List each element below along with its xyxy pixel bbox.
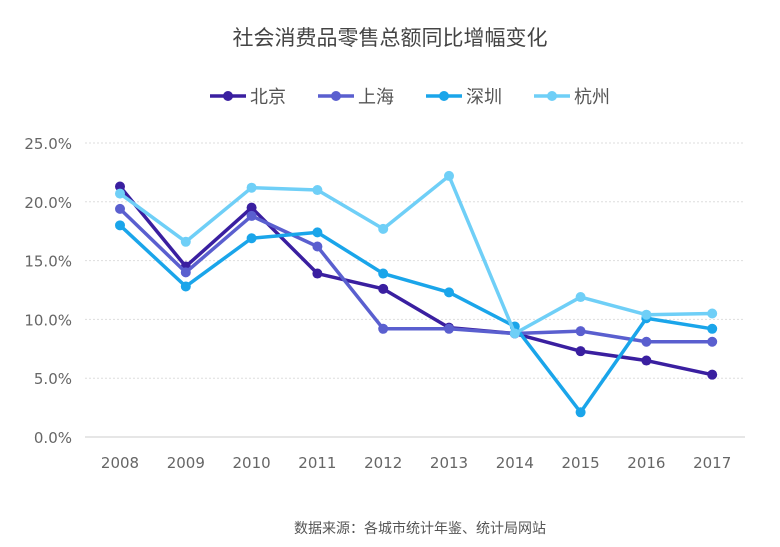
data-point xyxy=(575,292,586,303)
data-point xyxy=(707,308,718,319)
legend-item: 杭州 xyxy=(534,87,610,108)
x-tick-label: 2008 xyxy=(101,454,139,472)
data-point xyxy=(115,203,125,214)
data-point xyxy=(575,407,586,418)
x-tick-label: 2010 xyxy=(233,454,271,472)
data-point xyxy=(641,336,652,347)
y-axis: 0.0% 5.0% 10.0% 15.0% 20.0% 25.0% xyxy=(24,135,72,447)
series-北京 xyxy=(115,181,718,380)
data-point xyxy=(246,233,257,244)
x-tick-label: 2009 xyxy=(167,454,205,472)
x-tick-label: 2011 xyxy=(298,454,336,472)
legend-item: 北京 xyxy=(210,87,286,108)
x-tick-label: 2013 xyxy=(430,454,468,472)
data-point xyxy=(115,220,125,231)
data-point xyxy=(378,283,389,294)
series-line xyxy=(118,207,713,344)
series-group xyxy=(115,170,718,418)
series-上海 xyxy=(115,203,718,347)
x-tick-label: 2015 xyxy=(562,454,600,472)
y-tick-label: 10.0% xyxy=(24,311,72,329)
legend-label: 深圳 xyxy=(466,87,502,108)
data-point xyxy=(444,287,454,298)
source-note: 数据来源：各城市统计年鉴、统计局网站 xyxy=(294,520,546,537)
legend: 北京 上海 深圳 杭州 xyxy=(210,87,610,108)
data-point xyxy=(115,181,125,192)
data-point xyxy=(641,309,652,320)
legend-marker xyxy=(439,91,449,101)
y-tick-label: 20.0% xyxy=(24,194,72,212)
x-tick-label: 2014 xyxy=(496,454,534,472)
data-point xyxy=(378,268,389,279)
data-point xyxy=(246,182,257,193)
data-point xyxy=(575,326,586,337)
y-tick-label: 0.0% xyxy=(34,429,72,447)
legend-item: 深圳 xyxy=(426,87,502,108)
data-point xyxy=(246,210,257,221)
data-point xyxy=(312,185,323,196)
data-point xyxy=(312,241,323,252)
data-point xyxy=(707,323,718,334)
data-point xyxy=(312,268,323,279)
series-line xyxy=(118,185,713,377)
legend-item: 上海 xyxy=(318,87,394,108)
legend-marker xyxy=(223,91,233,101)
legend-label: 上海 xyxy=(358,87,394,108)
x-tick-label: 2012 xyxy=(364,454,402,472)
data-point xyxy=(641,355,652,366)
legend-marker xyxy=(547,91,557,101)
y-tick-label: 15.0% xyxy=(24,253,72,271)
data-point xyxy=(444,323,454,334)
data-point xyxy=(312,227,323,238)
data-point xyxy=(180,236,191,247)
data-point xyxy=(707,369,718,380)
x-axis: 2008 2009 2010 2011 2012 2013 2014 2015 2016 2017 xyxy=(101,454,731,472)
data-point xyxy=(246,202,257,213)
series-杭州 xyxy=(115,170,718,339)
data-point xyxy=(509,328,520,339)
data-point xyxy=(444,170,454,181)
y-tick-label: 25.0% xyxy=(24,135,72,153)
legend-label: 杭州 xyxy=(574,87,610,108)
legend-label: 北京 xyxy=(250,87,286,108)
series-line xyxy=(118,174,713,336)
x-tick-label: 2017 xyxy=(693,454,731,472)
x-tick-label: 2016 xyxy=(627,454,665,472)
data-point xyxy=(180,281,191,292)
data-point xyxy=(378,323,389,334)
data-point xyxy=(707,336,718,347)
data-point xyxy=(180,267,191,278)
legend-marker xyxy=(331,91,341,101)
y-tick-label: 5.0% xyxy=(34,370,72,388)
data-point xyxy=(575,346,586,357)
data-point xyxy=(378,223,389,234)
data-point xyxy=(115,188,125,199)
chart-title: 社会消费品零售总额同比增幅变化 xyxy=(233,26,548,50)
series-line xyxy=(118,224,713,415)
